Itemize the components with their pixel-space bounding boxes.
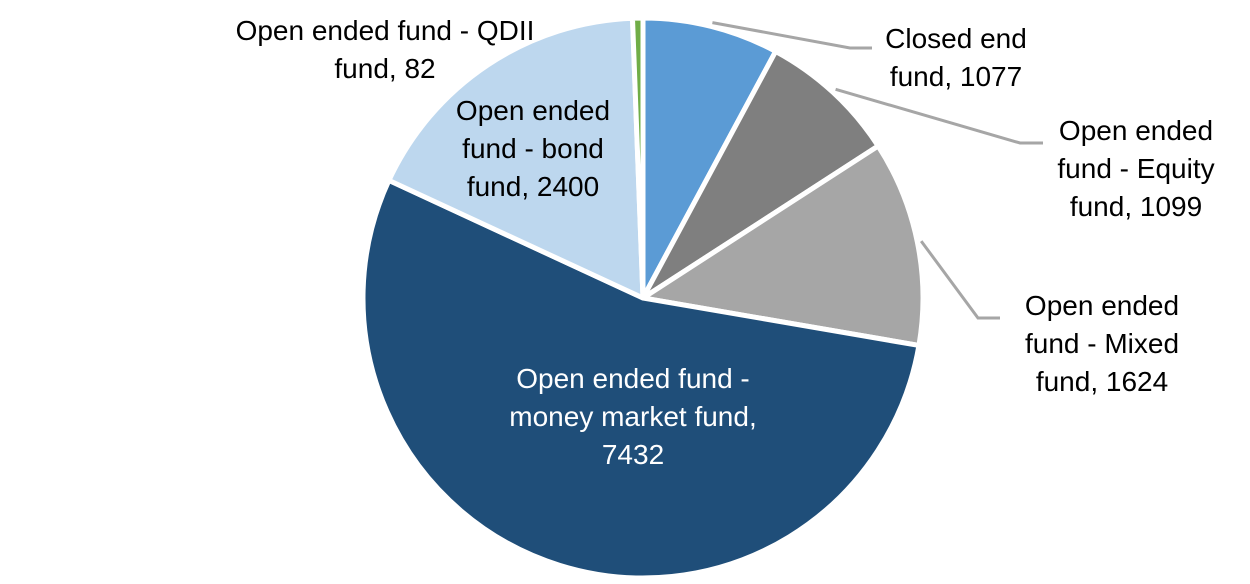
data-label-line: fund, 1624 — [1035, 366, 1169, 397]
data-label-line: fund - Mixed — [1024, 328, 1180, 359]
data-label-line: fund, 1099 — [1069, 191, 1203, 222]
leader-line-open-ended-fund-equity-fund — [835, 87, 1043, 145]
pie-slice-open-ended-fund-bond-fund[interactable] — [386, 15, 646, 301]
data-label-line: fund - bond — [462, 133, 604, 164]
pie-slice-open-ended-fund-money-market-fund[interactable] — [360, 177, 922, 581]
data-label-line: fund, 1077 — [889, 61, 1023, 92]
data-label-line: Open ended — [1058, 115, 1214, 146]
data-label-line: Open ended — [1024, 290, 1180, 321]
data-label-closed-end-fund: Closed end fund, 1077 — [885, 20, 1027, 96]
data-label-line: Closed end — [885, 23, 1027, 54]
pie-slice-open-ended-fund-equity-fund[interactable] — [640, 48, 881, 301]
data-label-money-market-fund: Open ended fund - money market fund, 743… — [509, 360, 756, 474]
data-label-line: Open ended — [455, 95, 611, 126]
data-label-bond-fund: Open ended fund - bond fund, 2400 — [456, 92, 610, 206]
leader-line-closed-end-fund — [712, 21, 872, 50]
leader-line-open-ended-fund-mixed-fund — [919, 240, 1000, 320]
data-label-line: fund, 2400 — [466, 171, 600, 202]
data-label-line: fund - Equity — [1057, 153, 1215, 184]
data-label-mixed-fund: Open ended fund - Mixed fund, 1624 — [1025, 287, 1179, 401]
data-label-qdii-fund: Open ended fund - QDII fund, 82 — [236, 12, 535, 88]
data-label-equity-fund: Open ended fund - Equity fund, 1099 — [1057, 112, 1214, 226]
data-label-line: Open ended fund - — [516, 363, 750, 394]
pie-slice-closed-end-fund[interactable] — [640, 15, 779, 301]
data-label-line: fund, 82 — [334, 53, 436, 84]
data-label-line: 7432 — [601, 439, 665, 470]
pie-slice-open-ended-fund-mixed-fund[interactable] — [640, 143, 926, 348]
data-label-line: Open ended fund - QDII — [235, 15, 535, 46]
data-label-line: money market fund, — [509, 401, 757, 432]
pie-slice-open-ended-fund-qdii-fund[interactable] — [629, 15, 646, 301]
